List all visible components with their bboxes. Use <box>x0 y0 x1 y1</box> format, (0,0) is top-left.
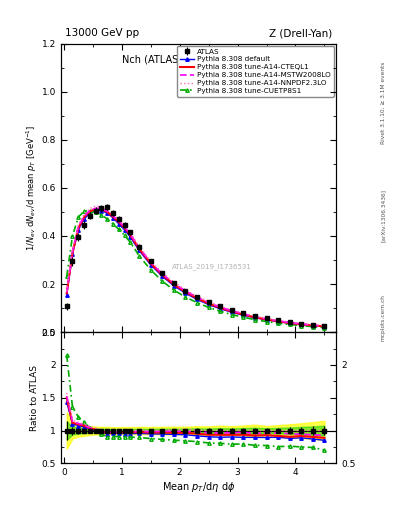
Text: [arXiv:1306.3436]: [arXiv:1306.3436] <box>381 188 386 242</box>
Text: Rivet 3.1.10, ≥ 3.1M events: Rivet 3.1.10, ≥ 3.1M events <box>381 61 386 143</box>
Text: Nch (ATLAS UE in Z production): Nch (ATLAS UE in Z production) <box>121 55 275 65</box>
Text: Z (Drell-Yan): Z (Drell-Yan) <box>269 28 332 38</box>
Text: mcplots.cern.ch: mcplots.cern.ch <box>381 294 386 341</box>
X-axis label: Mean $p_T$/d$\eta$ d$\phi$: Mean $p_T$/d$\eta$ d$\phi$ <box>162 480 235 494</box>
Text: 13000 GeV pp: 13000 GeV pp <box>65 28 139 38</box>
Y-axis label: $1/N_{ev}$ d$N_{ev}$/d mean $p_T$ [GeV$^{-1}$]: $1/N_{ev}$ d$N_{ev}$/d mean $p_T$ [GeV$^… <box>24 124 39 251</box>
Legend: ATLAS, Pythia 8.308 default, Pythia 8.308 tune-A14-CTEQL1, Pythia 8.308 tune-A14: ATLAS, Pythia 8.308 default, Pythia 8.30… <box>177 46 334 97</box>
Text: ATLAS_2019_I1736531: ATLAS_2019_I1736531 <box>172 264 252 270</box>
Y-axis label: Ratio to ATLAS: Ratio to ATLAS <box>30 365 39 431</box>
